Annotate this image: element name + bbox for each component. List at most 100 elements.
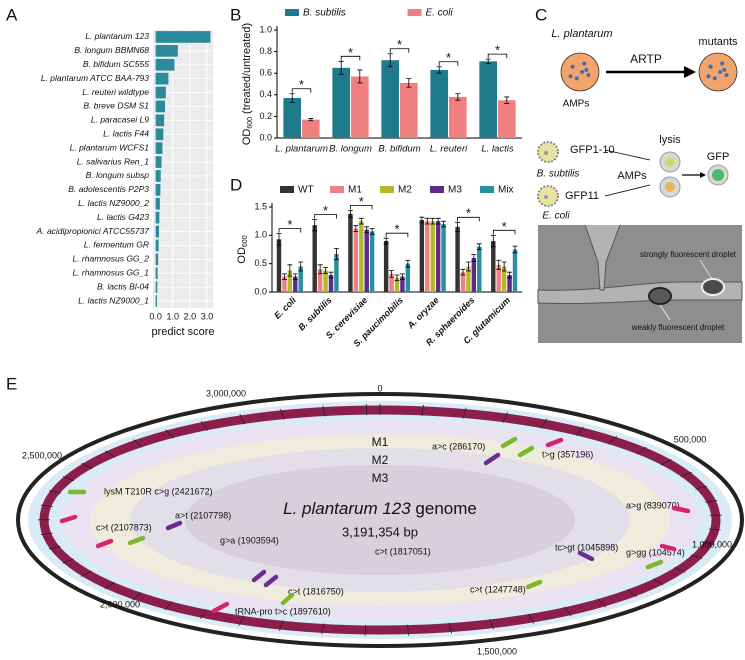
mutation-marker — [263, 574, 279, 588]
cell-dot — [706, 74, 711, 79]
legend-label: Mix — [498, 185, 514, 196]
legend-label: WT — [298, 185, 314, 196]
error-bar — [357, 69, 363, 84]
droplet-cells — [665, 182, 675, 192]
error-bar — [281, 273, 287, 280]
y-axis-label: OD600 (treated/untreated) — [241, 23, 254, 145]
ring-tick — [238, 615, 245, 626]
bar — [155, 156, 162, 168]
panel-letter: B — [230, 5, 241, 24]
bar — [441, 224, 446, 292]
cell-dot — [570, 64, 575, 69]
x-tick-label: B. longum — [329, 144, 372, 155]
legend-swatch — [407, 9, 422, 16]
y-tick-label: 0.0 — [254, 286, 267, 296]
bar — [155, 170, 161, 182]
significance-star: * — [502, 219, 507, 234]
label: GFP — [707, 151, 730, 163]
cell-dot — [722, 67, 727, 72]
mutation-marker — [95, 538, 114, 549]
coordinate-label: 2,000,000 — [100, 599, 140, 609]
ring-tick — [540, 418, 548, 429]
y-tick-label: B. longum BBMN68 — [74, 45, 149, 55]
label: E. coli — [542, 211, 570, 222]
mutation-label: c>t (2107873) — [96, 522, 152, 532]
label: strongly fluorescent droplet — [640, 250, 737, 259]
y-tick-label: L. lactis NZ9000_2 — [78, 198, 149, 208]
error-bar — [455, 221, 461, 232]
y-axis-label-part: (treated/untreated) — [241, 23, 253, 114]
ring-tick — [62, 558, 74, 564]
bar — [283, 98, 301, 138]
mutation-marker — [645, 559, 664, 570]
bar — [479, 61, 497, 138]
error-bar — [298, 261, 304, 272]
bar — [155, 128, 164, 141]
cell-dot — [582, 61, 587, 66]
label: mutants — [698, 36, 738, 48]
error-bar — [504, 96, 510, 104]
ring-tick — [489, 618, 494, 630]
ring-tick — [448, 622, 453, 634]
error-bar — [405, 259, 411, 268]
y-tick-label: 1.0 — [254, 230, 267, 240]
bar — [155, 295, 157, 307]
ring-tick — [40, 532, 53, 535]
label: weakly fluorescent droplet — [631, 323, 725, 332]
error-bar — [323, 267, 329, 274]
ring-tick — [321, 623, 325, 635]
droplet-bright — [701, 278, 725, 296]
y-tick-label: B. breve DSM S1 — [83, 101, 149, 111]
ring-tick — [199, 609, 207, 619]
ring-tick — [597, 598, 607, 608]
error-bar — [441, 220, 447, 228]
ring-tick — [80, 570, 92, 577]
error-bar — [353, 225, 359, 232]
mutation-label: g>gg (104574) — [626, 547, 685, 557]
ring-tick — [502, 412, 508, 423]
error-bar — [387, 53, 393, 68]
error-bar — [389, 270, 395, 278]
error-bar — [424, 217, 430, 225]
panel-letter: E — [6, 374, 17, 393]
coordinate-label: 2,500,000 — [22, 450, 62, 460]
y-tick-label: L. reuteri wildtype — [82, 87, 149, 97]
error-bar — [507, 271, 513, 279]
label: L. plantarum — [551, 28, 612, 40]
ring-tick — [364, 624, 367, 636]
legend-swatch — [380, 186, 394, 193]
bar — [394, 277, 400, 292]
cell-dot — [568, 74, 573, 79]
legend-swatch — [280, 186, 294, 193]
mutation-label: t>g (357196) — [542, 449, 593, 459]
error-bar — [347, 210, 353, 218]
significance-bracket — [291, 88, 312, 93]
bar — [400, 82, 418, 138]
genome-ring — [185, 465, 575, 575]
bar — [353, 228, 359, 292]
ring-tick — [695, 485, 708, 490]
significance-bracket — [350, 205, 373, 210]
ring-tick — [62, 476, 75, 482]
significance-star: * — [394, 222, 399, 237]
microchannel — [584, 224, 621, 291]
ring-tick — [705, 500, 718, 503]
bar — [430, 221, 435, 292]
mutation-marker — [500, 436, 518, 449]
error-bar — [364, 226, 370, 233]
error-bar — [512, 245, 518, 254]
x-tick-label: 1.0 — [166, 311, 179, 321]
bar — [302, 119, 320, 138]
pointer — [659, 259, 713, 321]
bar — [155, 197, 160, 210]
legend-label: M2 — [398, 185, 412, 196]
bar — [389, 273, 394, 292]
error-bar — [501, 261, 507, 272]
bacterium-dot — [544, 151, 548, 155]
mutation-label: tRNA-pro t>c (1897610) — [235, 606, 331, 616]
cell-dot — [720, 61, 725, 66]
mutation-marker — [59, 514, 78, 524]
bar — [334, 254, 339, 292]
ring-tick — [527, 613, 535, 624]
error-bar — [471, 254, 477, 262]
